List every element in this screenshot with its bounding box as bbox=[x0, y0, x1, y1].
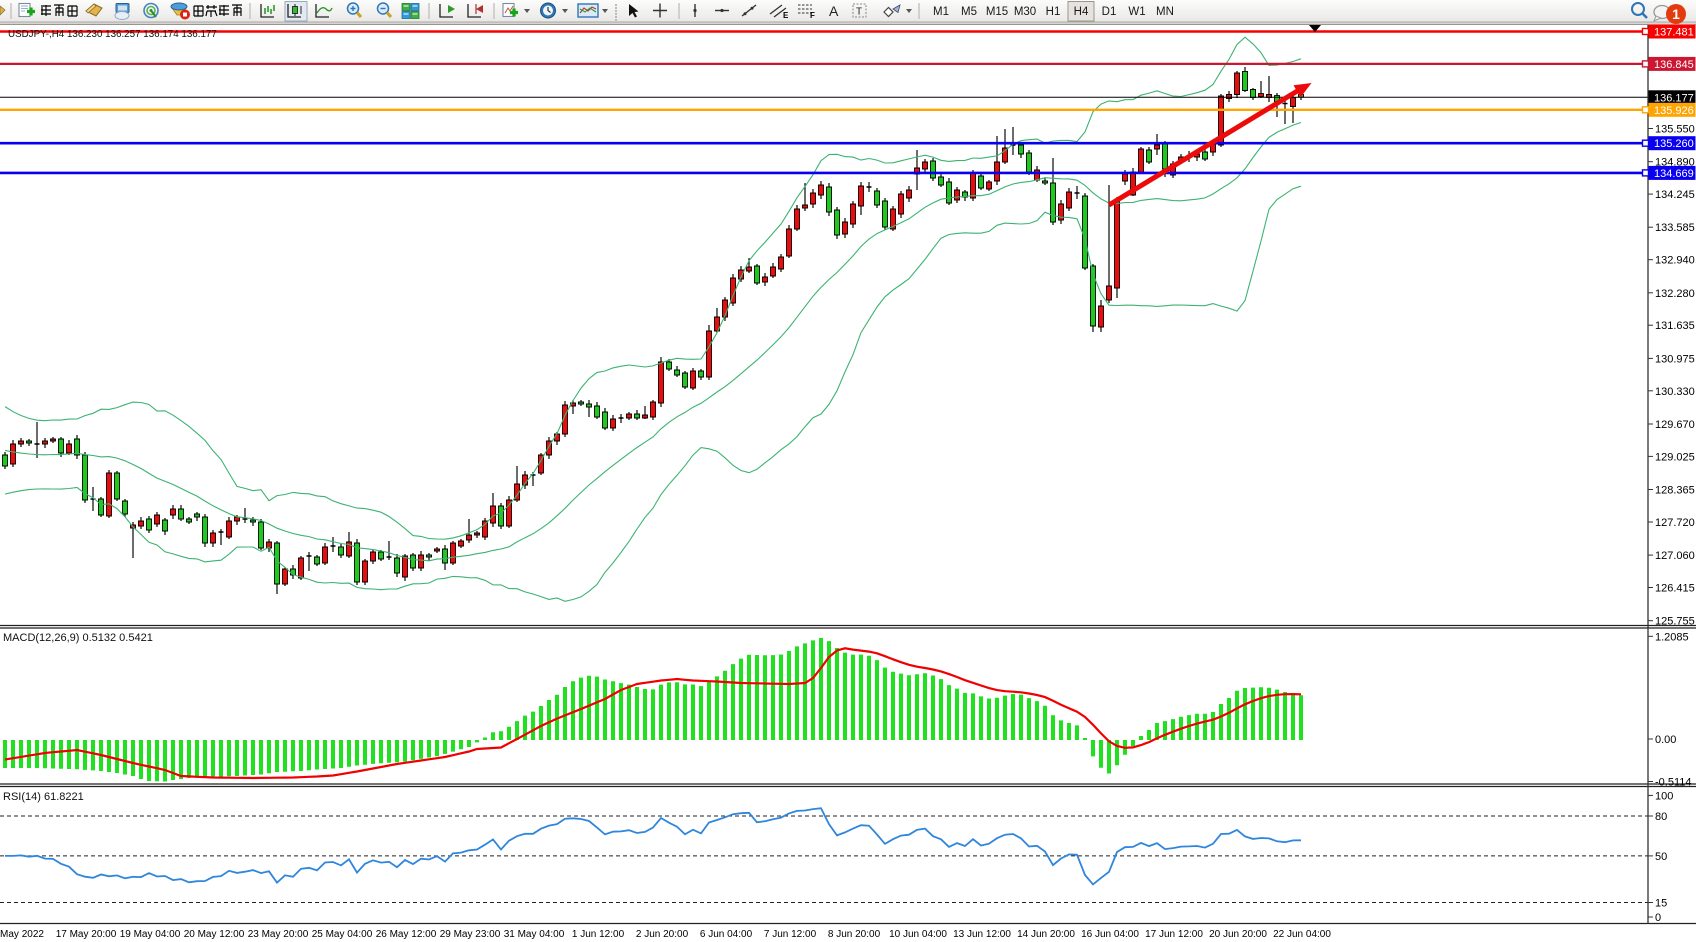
svg-text:129.025: 129.025 bbox=[1655, 451, 1695, 463]
svg-text:1.2085: 1.2085 bbox=[1655, 631, 1689, 643]
svg-text:14 Jun 20:00: 14 Jun 20:00 bbox=[1017, 929, 1075, 940]
svg-text:16 Jun 04:00: 16 Jun 04:00 bbox=[1081, 929, 1139, 940]
svg-text:M30: M30 bbox=[1014, 6, 1036, 18]
svg-text:80: 80 bbox=[1655, 811, 1667, 823]
svg-text:22 Jun 04:00: 22 Jun 04:00 bbox=[1273, 929, 1331, 940]
svg-text:126.415: 126.415 bbox=[1655, 583, 1695, 595]
svg-text:125.755: 125.755 bbox=[1655, 616, 1695, 628]
svg-text:136.177: 136.177 bbox=[1654, 92, 1694, 104]
svg-text:T: T bbox=[856, 7, 862, 18]
svg-text:1: 1 bbox=[1672, 6, 1680, 22]
svg-text:MACD(12,26,9) 0.5132 0.5421: MACD(12,26,9) 0.5132 0.5421 bbox=[3, 632, 153, 644]
svg-text:M5: M5 bbox=[961, 6, 977, 18]
svg-text:RSI(14) 61.8221: RSI(14) 61.8221 bbox=[3, 791, 84, 803]
svg-text:132.280: 132.280 bbox=[1655, 288, 1695, 300]
svg-text:133.585: 133.585 bbox=[1655, 222, 1695, 234]
svg-text:130.330: 130.330 bbox=[1655, 386, 1695, 398]
svg-text:50: 50 bbox=[1655, 851, 1667, 863]
svg-text:USDJPY-,H4 136.230 136.257 13: USDJPY-,H4 136.230 136.257 136.174 136.1… bbox=[8, 29, 217, 40]
svg-text:2 Jun 20:00: 2 Jun 20:00 bbox=[636, 929, 689, 940]
svg-text:29 May 23:00: 29 May 23:00 bbox=[440, 929, 501, 940]
svg-text:19 May 04:00: 19 May 04:00 bbox=[120, 929, 181, 940]
svg-text:20 May 12:00: 20 May 12:00 bbox=[184, 929, 245, 940]
svg-text:135.260: 135.260 bbox=[1654, 138, 1694, 150]
svg-text:10 Jun 04:00: 10 Jun 04:00 bbox=[889, 929, 947, 940]
svg-text:8 Jun 20:00: 8 Jun 20:00 bbox=[828, 929, 881, 940]
svg-text:31 May 04:00: 31 May 04:00 bbox=[504, 929, 565, 940]
svg-text:6 Jun 04:00: 6 Jun 04:00 bbox=[700, 929, 753, 940]
svg-text:26 May 12:00: 26 May 12:00 bbox=[376, 929, 437, 940]
svg-text:134.245: 134.245 bbox=[1655, 189, 1695, 201]
svg-text:13 Jun 12:00: 13 Jun 12:00 bbox=[953, 929, 1011, 940]
svg-text:E: E bbox=[783, 11, 789, 20]
svg-text:W1: W1 bbox=[1128, 6, 1145, 18]
svg-text:M1: M1 bbox=[933, 6, 949, 18]
svg-text:128.365: 128.365 bbox=[1655, 485, 1695, 497]
svg-text:0.00: 0.00 bbox=[1655, 734, 1676, 746]
svg-text:A: A bbox=[829, 3, 839, 19]
svg-text:23 May 20:00: 23 May 20:00 bbox=[248, 929, 309, 940]
svg-text:D1: D1 bbox=[1102, 6, 1117, 18]
svg-text:127.060: 127.060 bbox=[1655, 550, 1695, 562]
svg-text:127.720: 127.720 bbox=[1655, 517, 1695, 529]
svg-text:129.670: 129.670 bbox=[1655, 419, 1695, 431]
svg-text:F: F bbox=[810, 11, 815, 20]
svg-text:-0.5114: -0.5114 bbox=[1655, 777, 1692, 789]
svg-text:M15: M15 bbox=[986, 6, 1008, 18]
svg-text:MN: MN bbox=[1156, 6, 1174, 18]
svg-text:H1: H1 bbox=[1046, 6, 1061, 18]
svg-text:1 Jun 12:00: 1 Jun 12:00 bbox=[572, 929, 625, 940]
svg-text:132.940: 132.940 bbox=[1655, 255, 1695, 267]
svg-text:134.890: 134.890 bbox=[1655, 157, 1695, 169]
svg-text:May 2022: May 2022 bbox=[0, 929, 44, 940]
svg-text:7 Jun 12:00: 7 Jun 12:00 bbox=[764, 929, 817, 940]
svg-text:135.550: 135.550 bbox=[1655, 124, 1695, 136]
svg-text:15: 15 bbox=[1655, 898, 1667, 910]
svg-text:20 Jun 20:00: 20 Jun 20:00 bbox=[1209, 929, 1267, 940]
svg-text:136.845: 136.845 bbox=[1654, 59, 1694, 71]
svg-text:130.975: 130.975 bbox=[1655, 353, 1695, 365]
svg-text:134.669: 134.669 bbox=[1654, 168, 1694, 180]
svg-text:17 Jun 12:00: 17 Jun 12:00 bbox=[1145, 929, 1203, 940]
svg-text:17 May 20:00: 17 May 20:00 bbox=[56, 929, 117, 940]
svg-text:131.635: 131.635 bbox=[1655, 320, 1695, 332]
svg-text:100: 100 bbox=[1655, 790, 1673, 802]
svg-text:0: 0 bbox=[1655, 912, 1661, 924]
svg-text:135.926: 135.926 bbox=[1654, 105, 1694, 117]
svg-text:25 May 04:00: 25 May 04:00 bbox=[312, 929, 373, 940]
svg-text:H4: H4 bbox=[1074, 6, 1089, 18]
svg-text:137.481: 137.481 bbox=[1654, 27, 1694, 39]
